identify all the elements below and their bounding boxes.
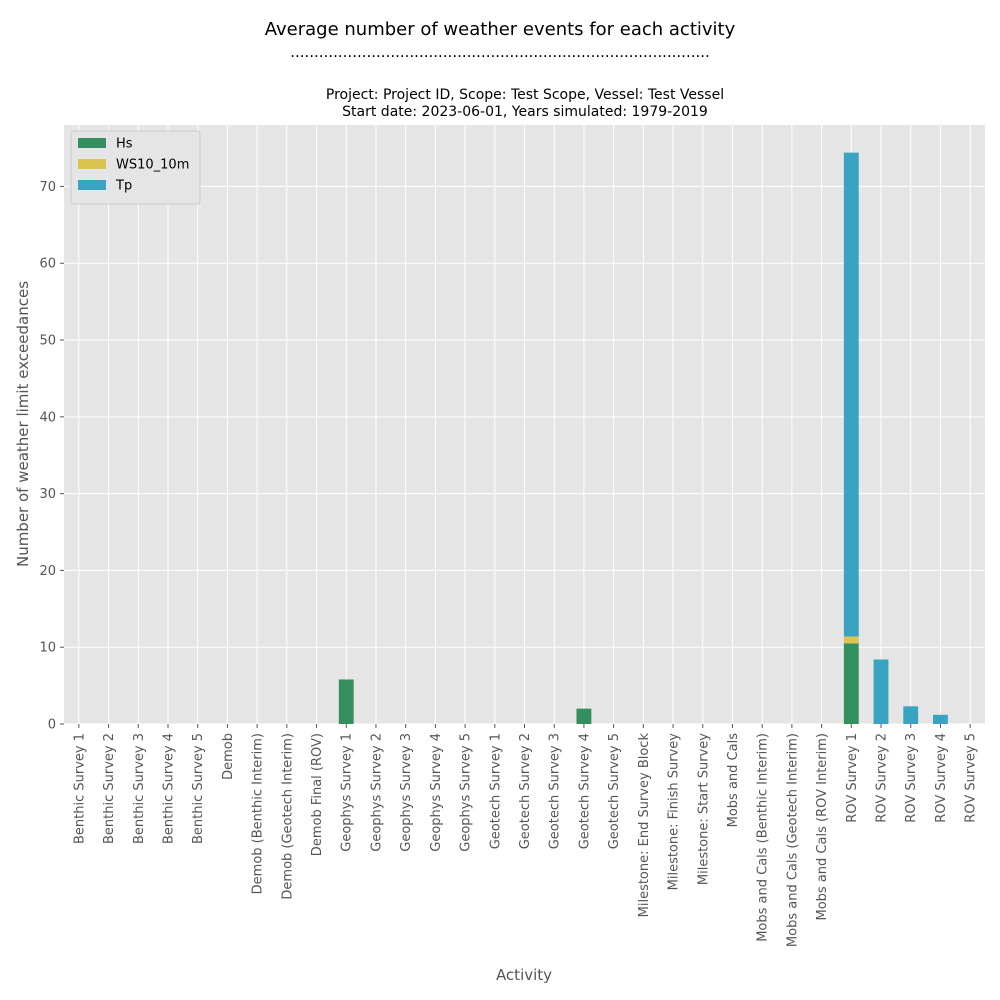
x-axis-label: Activity bbox=[496, 966, 552, 984]
y-axis-label: Number of weather limit exceedances bbox=[14, 281, 32, 567]
y-tick-label: 0 bbox=[48, 718, 56, 733]
x-tick-label: Benthic Survey 3 bbox=[132, 733, 147, 844]
y-tick-label: 50 bbox=[39, 334, 56, 349]
x-tick-label: Milestone: Start Survey bbox=[696, 733, 711, 885]
y-tick-label: 70 bbox=[39, 180, 56, 195]
x-tick-label: ROV Survey 1 bbox=[845, 733, 860, 823]
bar-hs bbox=[843, 643, 859, 724]
x-tick-label: ROV Survey 3 bbox=[904, 733, 919, 823]
x-tick-label: Milestone: End Survey Block bbox=[637, 733, 652, 918]
x-tick-label: Demob (Benthic Interim) bbox=[251, 733, 266, 894]
y-tick-label: 10 bbox=[39, 641, 56, 656]
x-tick-label: Mobs and Cals (ROV Interim) bbox=[815, 733, 830, 920]
x-tick-label: Geophys Survey 2 bbox=[369, 733, 384, 852]
legend-swatch bbox=[78, 159, 106, 169]
x-tick-label: Demob (Geotech Interim) bbox=[280, 733, 295, 900]
x-tick-label: ROV Survey 5 bbox=[964, 733, 979, 823]
bar-hs bbox=[338, 679, 354, 724]
x-tick-label: Geophys Survey 3 bbox=[399, 733, 414, 852]
chart-subtitle-line-2: Start date: 2023-06-01, Years simulated:… bbox=[342, 104, 708, 120]
x-axis-ticks: Benthic Survey 1 Benthic Survey 2 Benthic … bbox=[72, 724, 979, 947]
x-tick-label: Geotech Survey 5 bbox=[607, 733, 622, 849]
x-tick-label: Benthic Survey 5 bbox=[191, 733, 206, 844]
bar-tp bbox=[903, 706, 919, 724]
chart-title: Average number of weather events for eac… bbox=[265, 19, 736, 40]
x-tick-label: Mobs and Cals (Geotech Interim) bbox=[785, 733, 800, 947]
y-axis-ticks: 0 10 20 30 40 50 60 70 bbox=[39, 180, 64, 733]
x-tick-label: Geotech Survey 2 bbox=[518, 733, 533, 849]
x-tick-label: Geotech Survey 4 bbox=[577, 733, 592, 849]
chart-subtitle-line-1: Project: Project ID, Scope: Test Scope, … bbox=[326, 87, 724, 103]
x-tick-label: Demob Final (ROV) bbox=[310, 733, 325, 856]
x-tick-label: Benthic Survey 4 bbox=[161, 733, 176, 844]
title-dotted-rule: ........................................… bbox=[290, 43, 710, 61]
y-tick-label: 30 bbox=[39, 487, 56, 502]
x-tick-label: Geotech Survey 1 bbox=[488, 733, 503, 849]
bars bbox=[338, 152, 948, 724]
legend-label: Tp bbox=[115, 179, 132, 194]
bar-tp bbox=[873, 659, 889, 724]
y-tick-label: 20 bbox=[39, 564, 56, 579]
x-tick-label: Geophys Survey 4 bbox=[429, 733, 444, 852]
x-tick-label: Mobs and Cals bbox=[726, 733, 741, 828]
x-tick-label: Benthic Survey 2 bbox=[102, 733, 117, 844]
y-tick-label: 40 bbox=[39, 410, 56, 425]
x-tick-label: Geophys Survey 5 bbox=[459, 733, 474, 852]
bar-ws10-10m bbox=[843, 636, 859, 644]
y-tick-label: 60 bbox=[39, 257, 56, 272]
x-tick-label: Benthic Survey 1 bbox=[72, 733, 87, 844]
legend-label: Hs bbox=[116, 137, 133, 152]
x-tick-label: Milestone: Finish Survey bbox=[667, 733, 682, 891]
x-tick-label: Geotech Survey 3 bbox=[548, 733, 563, 849]
bar-tp bbox=[933, 714, 948, 724]
legend: Hs WS10_10m Tp bbox=[70, 130, 201, 205]
x-tick-label: ROV Survey 2 bbox=[875, 733, 890, 823]
x-tick-label: Geophys Survey 1 bbox=[340, 733, 355, 852]
x-tick-label: Demob bbox=[221, 733, 236, 780]
x-tick-label: Mobs and Cals (Benthic Interim) bbox=[756, 733, 771, 942]
legend-label: WS10_10m bbox=[116, 158, 189, 173]
x-tick-label: ROV Survey 4 bbox=[934, 733, 949, 823]
legend-swatch bbox=[78, 180, 106, 190]
bar-hs bbox=[576, 708, 592, 724]
legend-swatch bbox=[78, 138, 106, 148]
bar-tp bbox=[843, 152, 859, 637]
